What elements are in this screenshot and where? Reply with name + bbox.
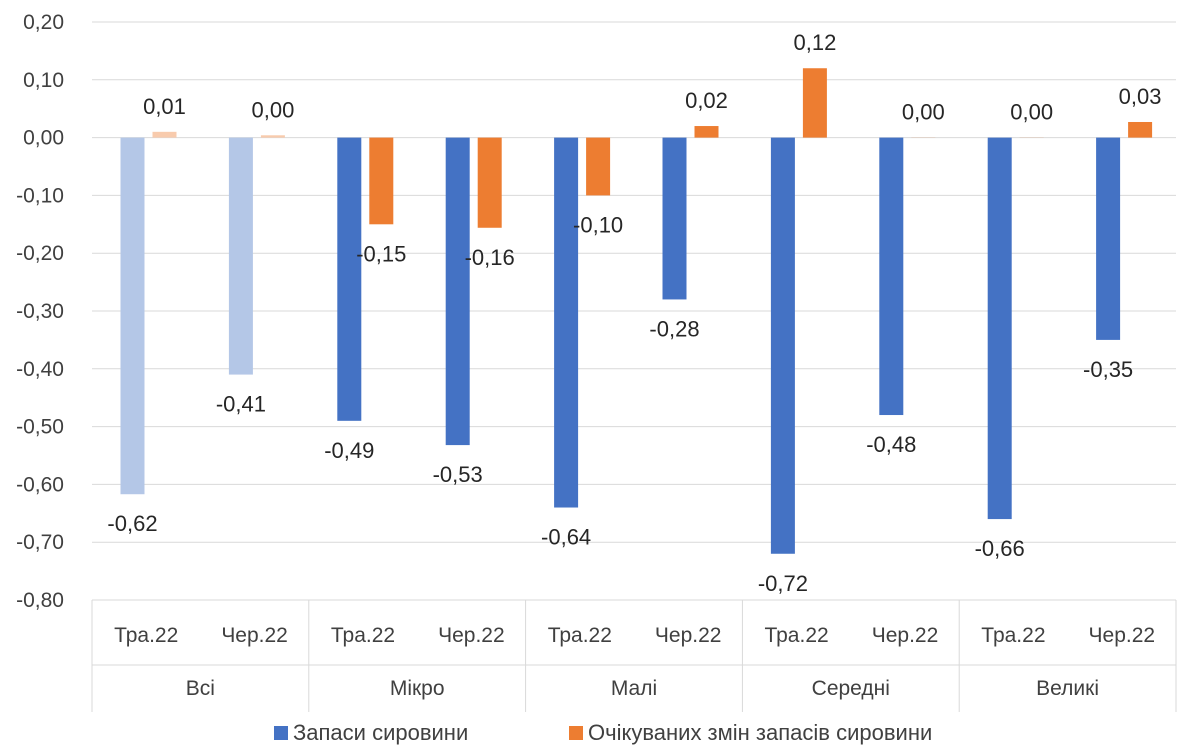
data-label: -0,64	[541, 525, 591, 550]
legend-swatch	[569, 726, 583, 740]
data-label: -0,41	[216, 392, 266, 417]
bars	[120, 68, 1153, 554]
data-label: -0,28	[649, 316, 699, 341]
x-category-label: Чер.22	[655, 624, 722, 647]
bar-stock	[879, 137, 904, 416]
x-category-label: Тра.22	[764, 624, 828, 647]
x-group-label: Середні	[812, 677, 890, 700]
x-category-label: Тра.22	[114, 624, 178, 647]
data-label: 0,00	[251, 97, 294, 122]
x-category-label: Тра.22	[981, 624, 1045, 647]
x-category-label: Тра.22	[548, 624, 612, 647]
data-labels: -0,62 0,01 -0,41 0,00 -0,49 -0,15 -0,53 -0,16 -0…	[107, 30, 1161, 596]
bar-stock	[445, 137, 470, 446]
data-label: -0,16	[465, 245, 515, 270]
legend: Запаси сировини Очікуваних змін запасів с…	[274, 720, 932, 745]
data-label: -0,10	[573, 212, 623, 237]
bar-expected-change	[369, 137, 394, 225]
data-label: -0,49	[324, 438, 374, 463]
x-category-label: Чер.22	[1089, 624, 1156, 647]
bar-stock	[120, 137, 145, 495]
bar-expected-change	[1128, 121, 1153, 138]
data-label: 0,00	[902, 100, 945, 125]
gridlines	[92, 21, 1176, 601]
bar-expected-change	[694, 126, 719, 138]
data-label: -0,72	[758, 571, 808, 596]
x-group-label: Мікро	[390, 677, 445, 700]
bar-stock	[337, 137, 362, 421]
data-label: -0,53	[433, 462, 483, 487]
data-label: 0,12	[793, 30, 836, 55]
y-tick-label: 0,10	[23, 69, 64, 92]
x-category-label: Чер.22	[221, 624, 288, 647]
y-axis-tick-labels: 0,20 0,10 0,00 -0,10 -0,20 -0,30 -0,40 -0,50 -0,…	[16, 11, 64, 612]
y-tick-label: -0,20	[16, 242, 64, 265]
y-tick-label: -0,80	[16, 589, 64, 612]
x-category-label: Чер.22	[438, 624, 505, 647]
y-tick-label: 0,00	[23, 127, 64, 150]
bar-expected-change	[152, 131, 177, 138]
bar-expected-change	[477, 137, 502, 228]
y-tick-label: 0,20	[23, 11, 64, 34]
y-tick-label: -0,40	[16, 358, 64, 381]
x-group-label: Великі	[1036, 677, 1099, 700]
bar-stock	[770, 137, 795, 554]
bar-stock	[228, 137, 253, 375]
legend-label: Запаси сировини	[293, 720, 468, 745]
legend-item-stock: Запаси сировини	[274, 720, 468, 745]
legend-item-expected-change: Очікуваних змін запасів сировини	[569, 720, 932, 745]
y-tick-label: -0,30	[16, 300, 64, 323]
legend-label: Очікуваних змін запасів сировини	[588, 720, 932, 745]
bar-stock	[662, 137, 687, 300]
data-label: -0,15	[356, 241, 406, 266]
y-tick-label: -0,10	[16, 184, 64, 207]
x-category-label: Чер.22	[872, 624, 939, 647]
y-tick-label: -0,60	[16, 473, 64, 496]
data-label: 0,03	[1119, 84, 1162, 109]
bar-stock	[987, 137, 1012, 520]
bar-expected-change	[260, 135, 285, 138]
x-axis: Тра.22 Чер.22 Тра.22 Чер.22 Тра.22 Чер.22 Тра.…	[91, 600, 1177, 712]
data-label: -0,35	[1083, 357, 1133, 382]
x-group-label: Малі	[611, 677, 657, 700]
y-tick-label: -0,50	[16, 416, 64, 439]
data-label: 0,01	[143, 94, 186, 119]
data-label: -0,62	[107, 511, 157, 536]
data-label: 0,00	[1010, 100, 1053, 125]
data-label: -0,66	[975, 536, 1025, 561]
data-label: -0,48	[866, 432, 916, 457]
y-tick-label: -0,70	[16, 531, 64, 554]
x-category-label: Тра.22	[331, 624, 395, 647]
bar-stock	[1096, 137, 1121, 340]
bar-stock	[554, 137, 579, 508]
bar-expected-change	[802, 68, 827, 138]
legend-swatch	[274, 726, 288, 740]
x-group-label: Всі	[186, 677, 215, 700]
bar-expected-change	[586, 137, 611, 196]
data-label: 0,02	[685, 88, 728, 113]
